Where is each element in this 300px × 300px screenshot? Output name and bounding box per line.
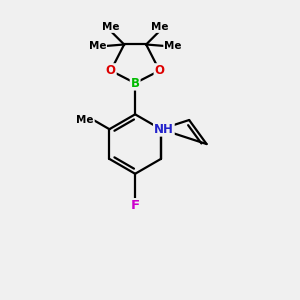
Text: O: O (106, 64, 116, 77)
Text: F: F (130, 199, 140, 212)
Text: Me: Me (102, 22, 119, 32)
Text: O: O (154, 64, 164, 77)
Text: Me: Me (164, 41, 182, 51)
Text: Me: Me (151, 22, 169, 32)
Text: NH: NH (154, 123, 174, 136)
Text: B: B (130, 76, 140, 90)
Text: Me: Me (88, 41, 106, 51)
Text: Me: Me (76, 115, 94, 125)
